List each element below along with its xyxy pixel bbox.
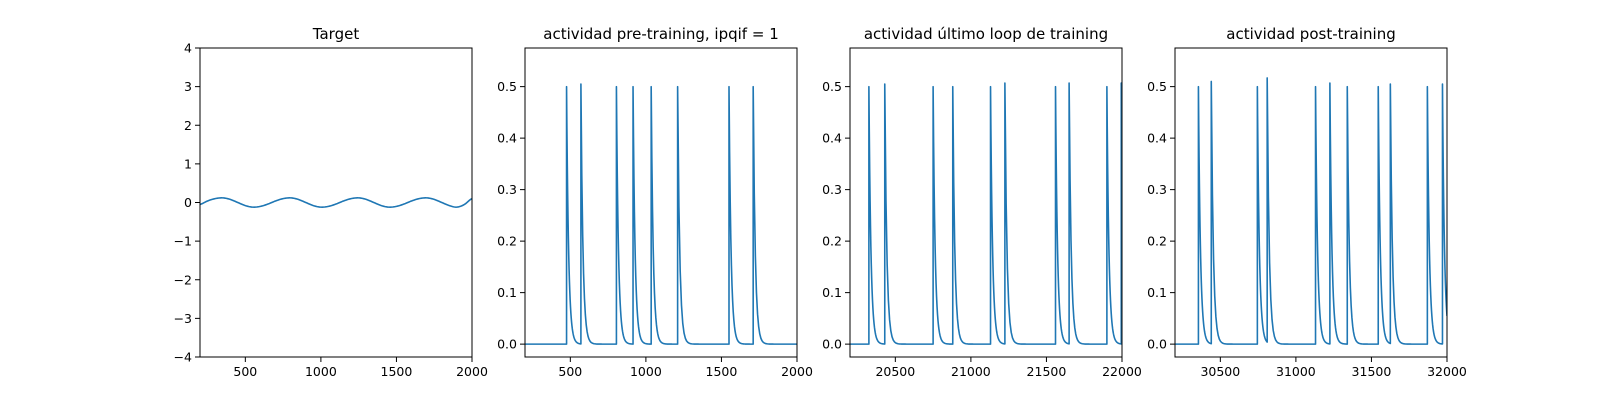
- x-tick-label: 22000: [1102, 364, 1142, 379]
- y-tick-label: 1: [184, 156, 192, 171]
- subplot-3: 20500 21000 21500 22000 0.0 0.1 0.2 0.3 0.4 0.5 ac…: [822, 25, 1142, 379]
- x-tick-label: 500: [233, 364, 257, 379]
- x-tick-label: 31500: [1352, 364, 1392, 379]
- y-tick-label: 0.3: [497, 182, 517, 197]
- x-tick-label: 21000: [951, 364, 991, 379]
- subplot-title: actividad pre-training, ipqif = 1: [543, 25, 779, 43]
- x-tick-label: 21500: [1027, 364, 1067, 379]
- x-tick-label: 30500: [1200, 364, 1240, 379]
- series-line-3-1: [850, 82, 1122, 345]
- axes-frame: [1174, 47, 1448, 358]
- y-tick-label: 0.2: [1147, 234, 1167, 249]
- y-tick-label: 0.3: [822, 182, 842, 197]
- y-tick-label: 4: [184, 41, 192, 56]
- subplot-title: actividad último loop de training: [864, 25, 1108, 43]
- y-tick-label: 0.0: [822, 337, 842, 352]
- x-tick-label: 2000: [456, 364, 488, 379]
- y-tick-label: −3: [174, 311, 192, 326]
- y-tick-label: 0.0: [1147, 337, 1167, 352]
- y-tick-label: 0.0: [497, 337, 517, 352]
- y-tick-label: −1: [174, 234, 192, 249]
- x-tick-label: 1500: [381, 364, 413, 379]
- y-tick-label: −4: [174, 350, 192, 365]
- y-tick-label: 0.4: [822, 131, 842, 146]
- y-tick-label: 0.5: [497, 79, 517, 94]
- y-tick-label: 0.3: [1147, 182, 1167, 197]
- y-tick-label: 0.1: [822, 285, 842, 300]
- series-line-1-1: [200, 197, 472, 208]
- axes-frame: [849, 47, 1123, 358]
- x-tick-label: 1000: [630, 364, 662, 379]
- axes-frame: [524, 47, 798, 358]
- subplot-title: actividad post-training: [1226, 25, 1395, 43]
- y-tick-label: 0.2: [497, 234, 517, 249]
- x-tick-label: 20500: [875, 364, 915, 379]
- series-line-2-1: [525, 83, 797, 345]
- y-tick-label: 3: [184, 79, 192, 94]
- y-tick-label: 0.4: [497, 131, 517, 146]
- y-tick-label: 0.1: [1147, 285, 1167, 300]
- y-tick-label: 0.4: [1147, 131, 1167, 146]
- subplot-4: 30500 31000 31500 32000 0.0 0.1 0.2 0.3 0.4 0.5 ac…: [1147, 25, 1467, 379]
- y-tick-label: −2: [174, 272, 192, 287]
- y-tick-label: 2: [184, 118, 192, 133]
- x-tick-label: 1000: [305, 364, 337, 379]
- y-tick-label: 0.5: [822, 79, 842, 94]
- x-tick-label: 500: [558, 364, 582, 379]
- subplot-title: Target: [312, 25, 360, 43]
- y-tick-label: 0.1: [497, 285, 517, 300]
- subplot-2: 500 1000 1500 2000 0.0 0.1 0.2 0.3 0.4 0.5 activid…: [497, 25, 813, 379]
- x-tick-label: 2000: [781, 364, 813, 379]
- x-tick-label: 31000: [1276, 364, 1316, 379]
- y-tick-label: 0: [184, 195, 192, 210]
- series-line-4-1: [1175, 77, 1447, 345]
- x-tick-label: 32000: [1427, 364, 1467, 379]
- y-tick-label: 0.2: [822, 234, 842, 249]
- x-tick-label: 1500: [706, 364, 738, 379]
- y-tick-label: 0.5: [1147, 79, 1167, 94]
- subplot-1: 500 1000 1500 2000 −4 −3 −2 −1 0 1 2 3 4 Target: [174, 25, 488, 379]
- subplot-panels: 500 1000 1500 2000 −4 −3 −2 −1 0 1 2 3 4 Target 500 100…: [174, 25, 1467, 379]
